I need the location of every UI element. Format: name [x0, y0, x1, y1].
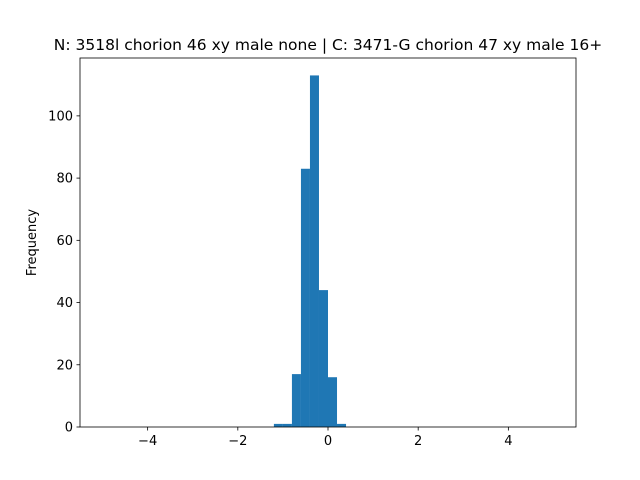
y-tick-label: 20 — [56, 358, 73, 373]
bar — [273, 423, 283, 427]
x-tick-label: −2 — [228, 434, 247, 449]
chart-title: N: 3518l chorion 46 xy male none | C: 34… — [54, 36, 602, 54]
x-tick-label: 0 — [324, 434, 332, 449]
x-tick-label: 4 — [504, 434, 512, 449]
y-tick-label: 80 — [56, 172, 73, 187]
bar — [282, 423, 292, 427]
bar — [328, 377, 338, 427]
y-tick-label: 40 — [56, 296, 73, 311]
y-tick-label: 100 — [48, 109, 73, 124]
bar — [300, 168, 310, 428]
bar — [291, 374, 301, 427]
y-tick-label: 0 — [65, 421, 73, 436]
x-tick-label: 2 — [414, 434, 422, 449]
y-tick-label: 60 — [56, 234, 73, 249]
y-axis-label: Frequency — [25, 209, 40, 276]
x-tick-label: −4 — [138, 434, 157, 449]
bar — [318, 290, 328, 427]
bar — [309, 75, 319, 427]
bar — [337, 423, 347, 427]
